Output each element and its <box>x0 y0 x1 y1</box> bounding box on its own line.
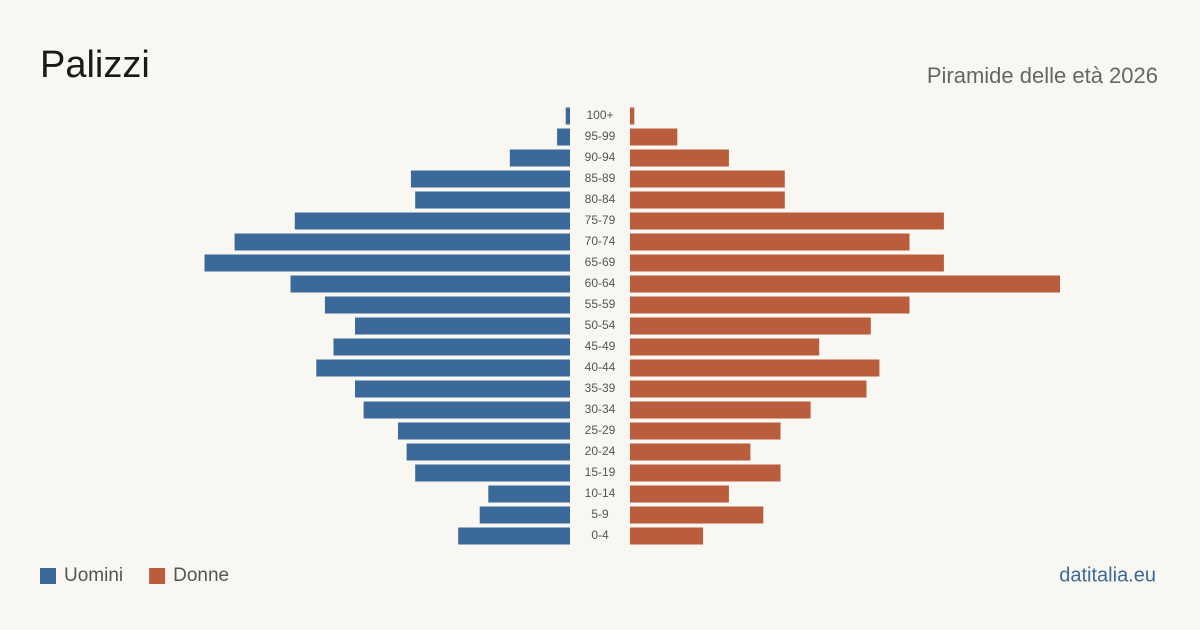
bar <box>630 128 678 146</box>
bar <box>415 191 570 209</box>
bar <box>630 107 635 125</box>
bar <box>294 212 570 230</box>
bar <box>630 506 764 524</box>
bar <box>406 443 570 461</box>
bar <box>458 527 570 545</box>
age-label: 10-14 <box>585 486 616 500</box>
bar <box>630 149 729 167</box>
bar <box>488 485 570 503</box>
bar <box>410 170 570 188</box>
bar <box>630 170 785 188</box>
bar <box>630 527 704 545</box>
age-label: 25-29 <box>585 423 616 437</box>
bar <box>630 191 785 209</box>
bar <box>630 338 820 356</box>
age-label: 85-89 <box>585 171 616 185</box>
age-label: 20-24 <box>585 444 616 458</box>
bar <box>630 443 751 461</box>
bar <box>363 401 570 419</box>
age-label: 75-79 <box>585 213 616 227</box>
legend-swatch <box>149 568 166 584</box>
bar <box>630 422 781 440</box>
age-label: 60-64 <box>585 276 616 290</box>
age-label: 95-99 <box>585 129 616 143</box>
bar <box>557 128 570 146</box>
age-label: 45-49 <box>585 339 616 353</box>
bar <box>630 254 944 272</box>
bar <box>630 359 880 377</box>
bar <box>333 338 570 356</box>
age-label: 30-34 <box>585 402 616 416</box>
bar <box>565 107 570 125</box>
bar <box>415 464 570 482</box>
bar <box>398 422 570 440</box>
age-label: 50-54 <box>585 318 616 332</box>
bar <box>630 212 944 230</box>
age-label: 100+ <box>586 108 613 122</box>
age-label: 65-69 <box>585 255 616 269</box>
age-label: 35-39 <box>585 381 616 395</box>
legend-swatch <box>40 568 56 584</box>
chart-subtitle: Piramide delle età 2026 <box>927 63 1158 88</box>
chart-title: Palizzi <box>40 44 150 86</box>
bar <box>355 317 570 335</box>
bar <box>630 380 867 398</box>
bar <box>290 275 570 293</box>
bar <box>630 233 910 251</box>
bar <box>479 506 570 524</box>
age-label: 0-4 <box>591 528 609 542</box>
bar <box>630 317 871 335</box>
bar <box>630 485 729 503</box>
legend-label: Donne <box>173 565 229 586</box>
age-label: 15-19 <box>585 465 616 479</box>
bar <box>509 149 570 167</box>
legend-label: Uomini <box>64 565 123 586</box>
age-label: 55-59 <box>585 297 616 311</box>
bar <box>234 233 570 251</box>
age-label: 80-84 <box>585 192 616 206</box>
bar <box>630 296 910 314</box>
bar <box>324 296 570 314</box>
age-label: 40-44 <box>585 360 616 374</box>
bar <box>316 359 570 377</box>
source: datitalia.eu <box>1059 564 1156 586</box>
bar <box>630 401 811 419</box>
bar <box>355 380 570 398</box>
bar <box>630 275 1060 293</box>
bar <box>204 254 570 272</box>
bar <box>630 464 781 482</box>
age-label: 70-74 <box>585 234 616 248</box>
age-label: 5-9 <box>591 507 609 521</box>
age-label: 90-94 <box>585 150 616 164</box>
